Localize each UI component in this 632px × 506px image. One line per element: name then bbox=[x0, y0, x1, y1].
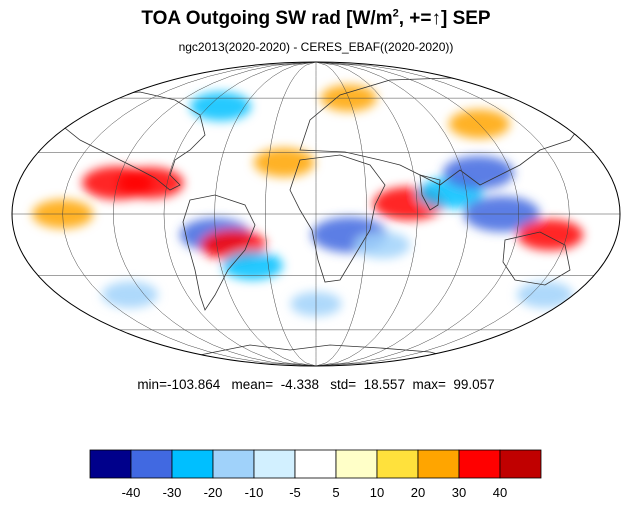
colorbar-tick-label: -10 bbox=[245, 485, 264, 500]
anomaly-region bbox=[517, 281, 573, 309]
colorbar-box bbox=[417, 449, 460, 479]
colorbar-box bbox=[335, 449, 378, 479]
map-border bbox=[11, 61, 621, 367]
longitude-line bbox=[315, 62, 469, 366]
anomaly-region bbox=[102, 281, 158, 309]
colorbar-box bbox=[253, 449, 296, 479]
anomaly-field bbox=[32, 84, 584, 317]
colorbar-tick-label: 30 bbox=[452, 485, 466, 500]
anomaly-region bbox=[517, 219, 584, 251]
colorbar-tick-label: -40 bbox=[122, 485, 141, 500]
colorbar-tick-label: -20 bbox=[204, 485, 223, 500]
coastline-india bbox=[419, 174, 441, 211]
longitude-line bbox=[214, 62, 317, 366]
anomaly-region bbox=[117, 167, 184, 199]
coastline-north-america bbox=[59, 91, 206, 191]
colorbar-box bbox=[89, 449, 132, 479]
colorbar-box bbox=[499, 449, 542, 479]
longitude-line bbox=[315, 62, 367, 366]
longitude-line bbox=[163, 62, 317, 366]
colorbar-box bbox=[458, 449, 501, 479]
coastline-antarctica bbox=[199, 344, 461, 361]
colorbar-tick-label: 40 bbox=[493, 485, 507, 500]
longitude-line bbox=[62, 62, 317, 366]
longitude-line bbox=[113, 62, 317, 366]
colorbar-tick-label: -5 bbox=[289, 485, 301, 500]
coastline-africa bbox=[289, 154, 386, 283]
chart-title: TOA Outgoing SW rad [W/m2, +=↑] SEP bbox=[141, 7, 491, 29]
colorbar-box bbox=[130, 449, 173, 479]
colorbar-tick-label: 20 bbox=[411, 485, 425, 500]
graticule bbox=[12, 62, 620, 366]
longitude-line bbox=[265, 62, 317, 366]
colorbar-box bbox=[171, 449, 214, 479]
coastline-eurasia bbox=[299, 77, 586, 186]
anomaly-region bbox=[190, 91, 252, 121]
land-outlines bbox=[59, 77, 586, 361]
colorbar-box bbox=[212, 449, 255, 479]
anomaly-region bbox=[253, 148, 315, 177]
chart-subtitle: ngc2013(2020-2020) - CERES_EBAF((2020-20… bbox=[178, 40, 454, 54]
colorbar-tick-label: -30 bbox=[163, 485, 182, 500]
coastline-australia bbox=[502, 231, 571, 286]
longitude-line bbox=[315, 62, 519, 366]
colorbar-tick-label: 10 bbox=[370, 485, 384, 500]
colorbar-box bbox=[294, 449, 337, 479]
coastline-south-america bbox=[182, 194, 256, 311]
longitude-line bbox=[315, 62, 418, 366]
colorbar-box bbox=[376, 449, 419, 479]
colorbar-tick-label: 5 bbox=[332, 485, 339, 500]
map-plot bbox=[11, 61, 621, 367]
longitude-line bbox=[315, 62, 570, 366]
anomaly-region bbox=[443, 156, 514, 190]
anomaly-region bbox=[354, 231, 411, 259]
summary-stats: min=-103.864 mean= -4.338 std= 18.557 ma… bbox=[137, 377, 495, 392]
